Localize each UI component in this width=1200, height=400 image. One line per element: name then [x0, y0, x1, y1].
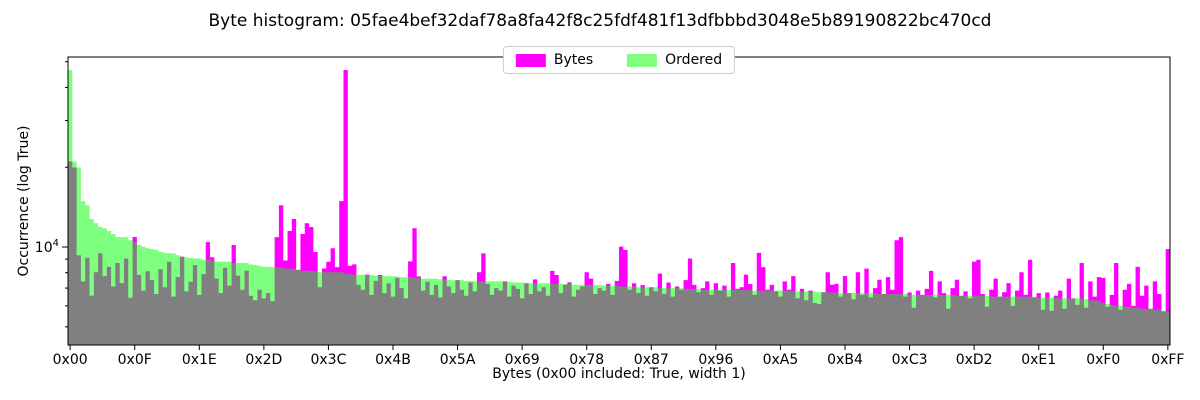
legend-swatch-bytes [515, 53, 546, 67]
x-tick-label: 0xF0 [1086, 352, 1120, 368]
x-tick-label: 0xB4 [827, 352, 863, 368]
legend: Bytes Ordered [502, 46, 736, 74]
legend-swatch-ordered [627, 53, 658, 67]
x-tick-label: 0x87 [634, 352, 669, 368]
x-axis: 0x00 0x0F 0x1E 0x2D 0x3C 0x4B 0x5A 0x69 0x78 0x87… [53, 345, 1185, 368]
x-tick-label: 0x2D [245, 352, 282, 368]
y-major-tick-label: 104 [35, 238, 59, 256]
legend-item-bytes: Bytes [515, 52, 594, 68]
x-tick-label: 0x96 [698, 352, 733, 368]
y-axis: 104 [35, 61, 68, 328]
x-tick-label: 0xFF [1151, 352, 1184, 368]
bars-ordered [68, 69, 1170, 346]
x-tick-label: 0x4B [375, 352, 411, 368]
x-tick-label: 0x69 [505, 352, 540, 368]
x-tick-label: 0x5A [440, 352, 476, 368]
chart-title: Byte histogram: 05fae4bef32daf78a8fa42f8… [208, 11, 992, 31]
legend-label-bytes: Bytes [553, 52, 594, 68]
x-tick-label: 0xA5 [763, 352, 799, 368]
x-tick-label: 0xD2 [956, 352, 993, 368]
x-tick-label: 0x1E [182, 352, 217, 368]
x-tick-label: 0xC3 [892, 352, 928, 368]
legend-item-ordered: Ordered [627, 52, 722, 68]
x-tick-label: 0x00 [53, 352, 88, 368]
x-tick-label: 0x3C [310, 352, 346, 368]
x-tick-label: 0x0F [118, 352, 152, 368]
x-axis-label: Bytes (0x00 included: True, width 1) [492, 366, 746, 382]
legend-label-ordered: Ordered [665, 52, 723, 68]
x-tick-label: 0x78 [569, 352, 604, 368]
x-tick-label: 0xE1 [1021, 352, 1056, 368]
